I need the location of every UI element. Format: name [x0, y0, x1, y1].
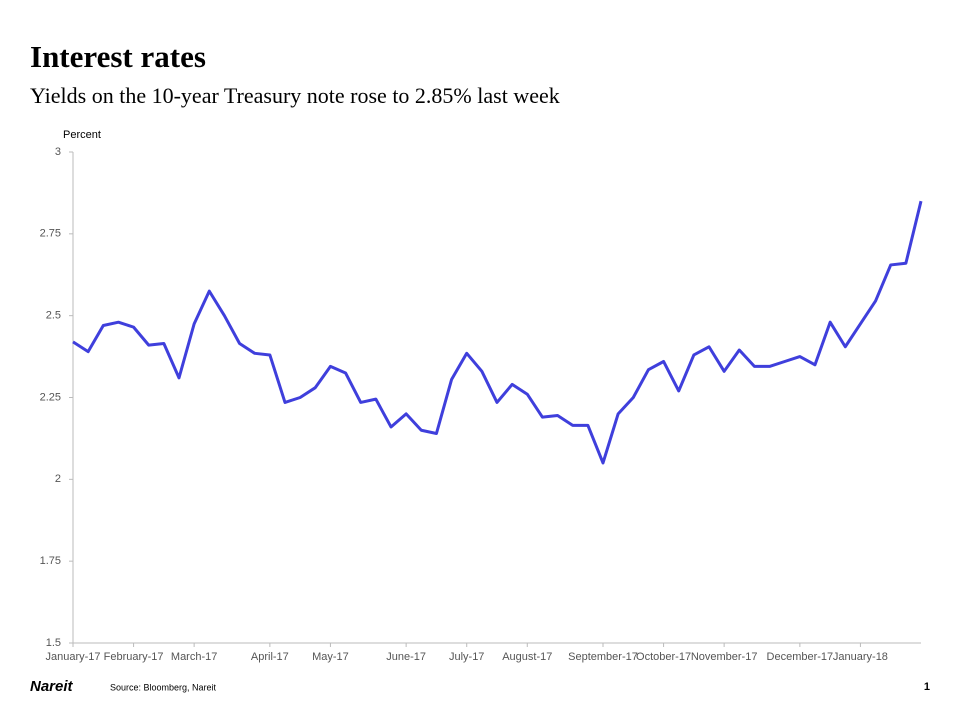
- x-tick-label: April-17: [251, 651, 289, 663]
- line-series: [72, 200, 923, 465]
- x-tick-label: December-17: [767, 651, 834, 663]
- logo: Nareit: [30, 678, 74, 695]
- y-tick-label: 3: [55, 146, 61, 158]
- y-tick-label: 2.25: [40, 391, 61, 403]
- y-tick-label: 2: [55, 473, 61, 485]
- source: Source: Bloomberg, Nareit: [110, 682, 217, 692]
- chart-subtitle: Yields on the 10-year Treasury note rose…: [30, 83, 560, 108]
- x-tick-label: October-17: [636, 651, 691, 663]
- chart-title: Interest rates: [30, 39, 206, 74]
- y-tick-label: 1.75: [40, 555, 61, 567]
- x-tick-label: September-17: [568, 651, 638, 663]
- y-tick-label: 2.75: [40, 228, 61, 240]
- x-tick-label: May-17: [312, 651, 349, 663]
- y-axis-label: Percent: [63, 129, 101, 141]
- x-tick-label: January-18: [833, 651, 888, 663]
- x-tick-label: November-17: [691, 651, 758, 663]
- x-tick-label: March-17: [171, 651, 217, 663]
- page-number: 1: [924, 681, 930, 693]
- x-tick-label: January-17: [45, 651, 100, 663]
- x-tick-label: February-17: [104, 651, 164, 663]
- x-tick-label: June-17: [386, 651, 426, 663]
- x-tick-label: July-17: [449, 651, 484, 663]
- y-tick-label: 2.5: [46, 310, 61, 322]
- y-tick-label: 1.5: [46, 637, 61, 649]
- x-tick-label: August-17: [502, 651, 552, 663]
